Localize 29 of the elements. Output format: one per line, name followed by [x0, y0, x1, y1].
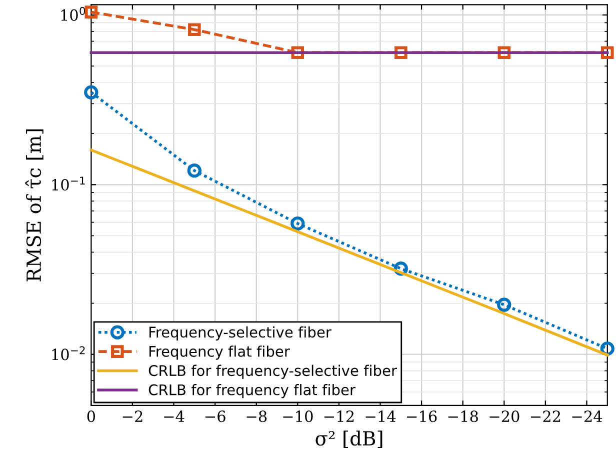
legend-label: Frequency flat fiber	[149, 346, 290, 360]
legend-label: Frequency-selective fiber	[149, 326, 332, 340]
point	[84, 85, 98, 100]
point	[290, 216, 305, 231]
x-tick-label: −4	[164, 410, 184, 422]
point	[187, 164, 202, 178]
y-tick-label: 10$^{−1}$	[52, 176, 85, 191]
x-tick-label: −22	[530, 410, 560, 422]
point	[188, 23, 201, 36]
x-tick-label: 0	[87, 410, 96, 422]
x-tick-label: −2	[122, 410, 142, 422]
x-tick-label: −10	[283, 410, 313, 422]
x-tick-label: −16	[407, 410, 437, 422]
y-axis-title: RMSE of τ̂c [m]	[25, 129, 44, 282]
x-tick-label: −14	[366, 410, 396, 422]
point	[84, 6, 98, 18]
legend-label: CRLB for frequency flat fiber	[148, 384, 356, 398]
y-tick-label: 10$^{−2}$	[52, 346, 85, 360]
legend-label: CRLB for frequency-selective fiber	[148, 364, 397, 379]
x-tick-label: −20	[490, 410, 520, 422]
x-axis-title: σ² [dB]	[316, 430, 382, 448]
x-tick-label: −6	[205, 410, 226, 422]
y-tick-label: 10$^{0}$	[61, 6, 86, 21]
x-tick-label: −8	[246, 410, 267, 422]
x-tick-label: −12	[324, 410, 354, 422]
x-tick-label: −18	[448, 410, 478, 422]
x-tick-label: −24	[572, 410, 602, 422]
point	[600, 46, 614, 59]
point	[497, 298, 512, 312]
